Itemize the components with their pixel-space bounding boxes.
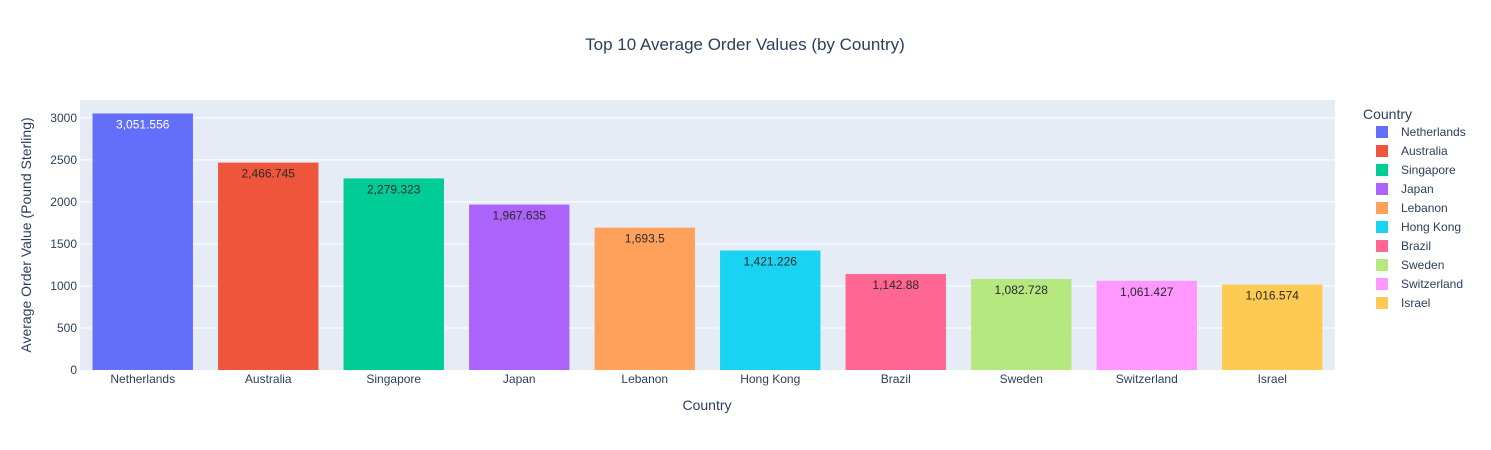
y-tick-label: 1000: [50, 279, 77, 293]
legend: Country Netherlands Australia Singapore Jap…: [1363, 106, 1466, 310]
x-tick-label: Netherlands: [110, 372, 175, 386]
legend-label: Netherlands: [1401, 125, 1466, 139]
x-tick-label: Australia: [245, 372, 292, 386]
bar: [594, 227, 695, 370]
legend-swatch: [1376, 145, 1388, 157]
legend-swatch: [1376, 202, 1388, 214]
bar-value-label: 3,051.556: [116, 117, 170, 131]
y-tick-label: 3000: [50, 111, 77, 125]
bar-value-label: 1,016.574: [1246, 289, 1300, 303]
legend-swatch: [1376, 164, 1388, 176]
legend-label: Brazil: [1401, 239, 1431, 253]
bar: [845, 273, 946, 370]
bar-value-label: 1,967.635: [493, 209, 547, 223]
legend-swatch: [1376, 221, 1388, 233]
legend-title: Country: [1363, 106, 1412, 122]
bar-value-label: 2,279.323: [367, 182, 421, 196]
x-tick-label: Brazil: [881, 372, 911, 386]
bar-value-label: 1,693.5: [625, 232, 665, 246]
legend-label: Israel: [1401, 296, 1430, 310]
y-axis-label: Average Order Value (Pound Sterling): [18, 117, 34, 352]
bar-value-label: 2,466.745: [242, 167, 296, 181]
x-tick-label: Switzerland: [1116, 372, 1178, 386]
legend-label: Japan: [1401, 182, 1434, 196]
legend-label: Hong Kong: [1401, 220, 1461, 234]
legend-label: Sweden: [1401, 258, 1444, 272]
x-axis-label: Country: [682, 397, 731, 413]
legend-label: Lebanon: [1401, 201, 1448, 215]
bar: [720, 250, 821, 370]
bar: [971, 278, 1072, 370]
y-tick-label: 1500: [50, 237, 77, 251]
legend-swatch: [1376, 297, 1388, 309]
chart-title: Top 10 Average Order Values (by Country): [585, 35, 905, 54]
legend-label: Australia: [1401, 144, 1448, 158]
bar: [92, 113, 193, 370]
legend-label: Singapore: [1401, 163, 1456, 177]
x-tick-label: Japan: [503, 372, 536, 386]
y-tick-label: 2000: [50, 195, 77, 209]
bar: [1096, 280, 1197, 370]
x-tick-label: Israel: [1258, 372, 1287, 386]
bars: 3,051.556 2,466.745 2,279.323 1,967.635 1,69…: [92, 113, 1323, 370]
bar: [469, 204, 570, 370]
legend-swatch: [1376, 278, 1388, 290]
x-tick-label: Sweden: [1000, 372, 1043, 386]
x-tick-label: Lebanon: [621, 372, 668, 386]
bar: [343, 178, 444, 370]
y-axis-ticks: 0 500 1000 1500 2000 2500 3000: [50, 111, 77, 377]
legend-swatch: [1376, 240, 1388, 252]
legend-swatch: [1376, 183, 1388, 195]
legend-label: Switzerland: [1401, 277, 1463, 291]
bar-value-label: 1,142.88: [872, 278, 919, 292]
bar-value-label: 1,421.226: [744, 255, 798, 269]
x-tick-label: Hong Kong: [740, 372, 800, 386]
x-tick-label: Singapore: [366, 372, 421, 386]
legend-swatch: [1376, 259, 1388, 271]
y-tick-label: 0: [70, 363, 77, 377]
legend-swatch: [1376, 126, 1388, 138]
bar-value-label: 1,082.728: [995, 283, 1049, 297]
bar: [1222, 284, 1323, 370]
legend-items: Netherlands Australia Singapore Japan Lebano…: [1376, 125, 1466, 310]
bar-value-label: 1,061.427: [1120, 285, 1174, 299]
x-axis-ticks: Netherlands Australia Singapore Japan Lebano…: [110, 372, 1287, 386]
y-tick-label: 2500: [50, 153, 77, 167]
y-tick-label: 500: [57, 321, 77, 335]
bar: [218, 162, 319, 370]
